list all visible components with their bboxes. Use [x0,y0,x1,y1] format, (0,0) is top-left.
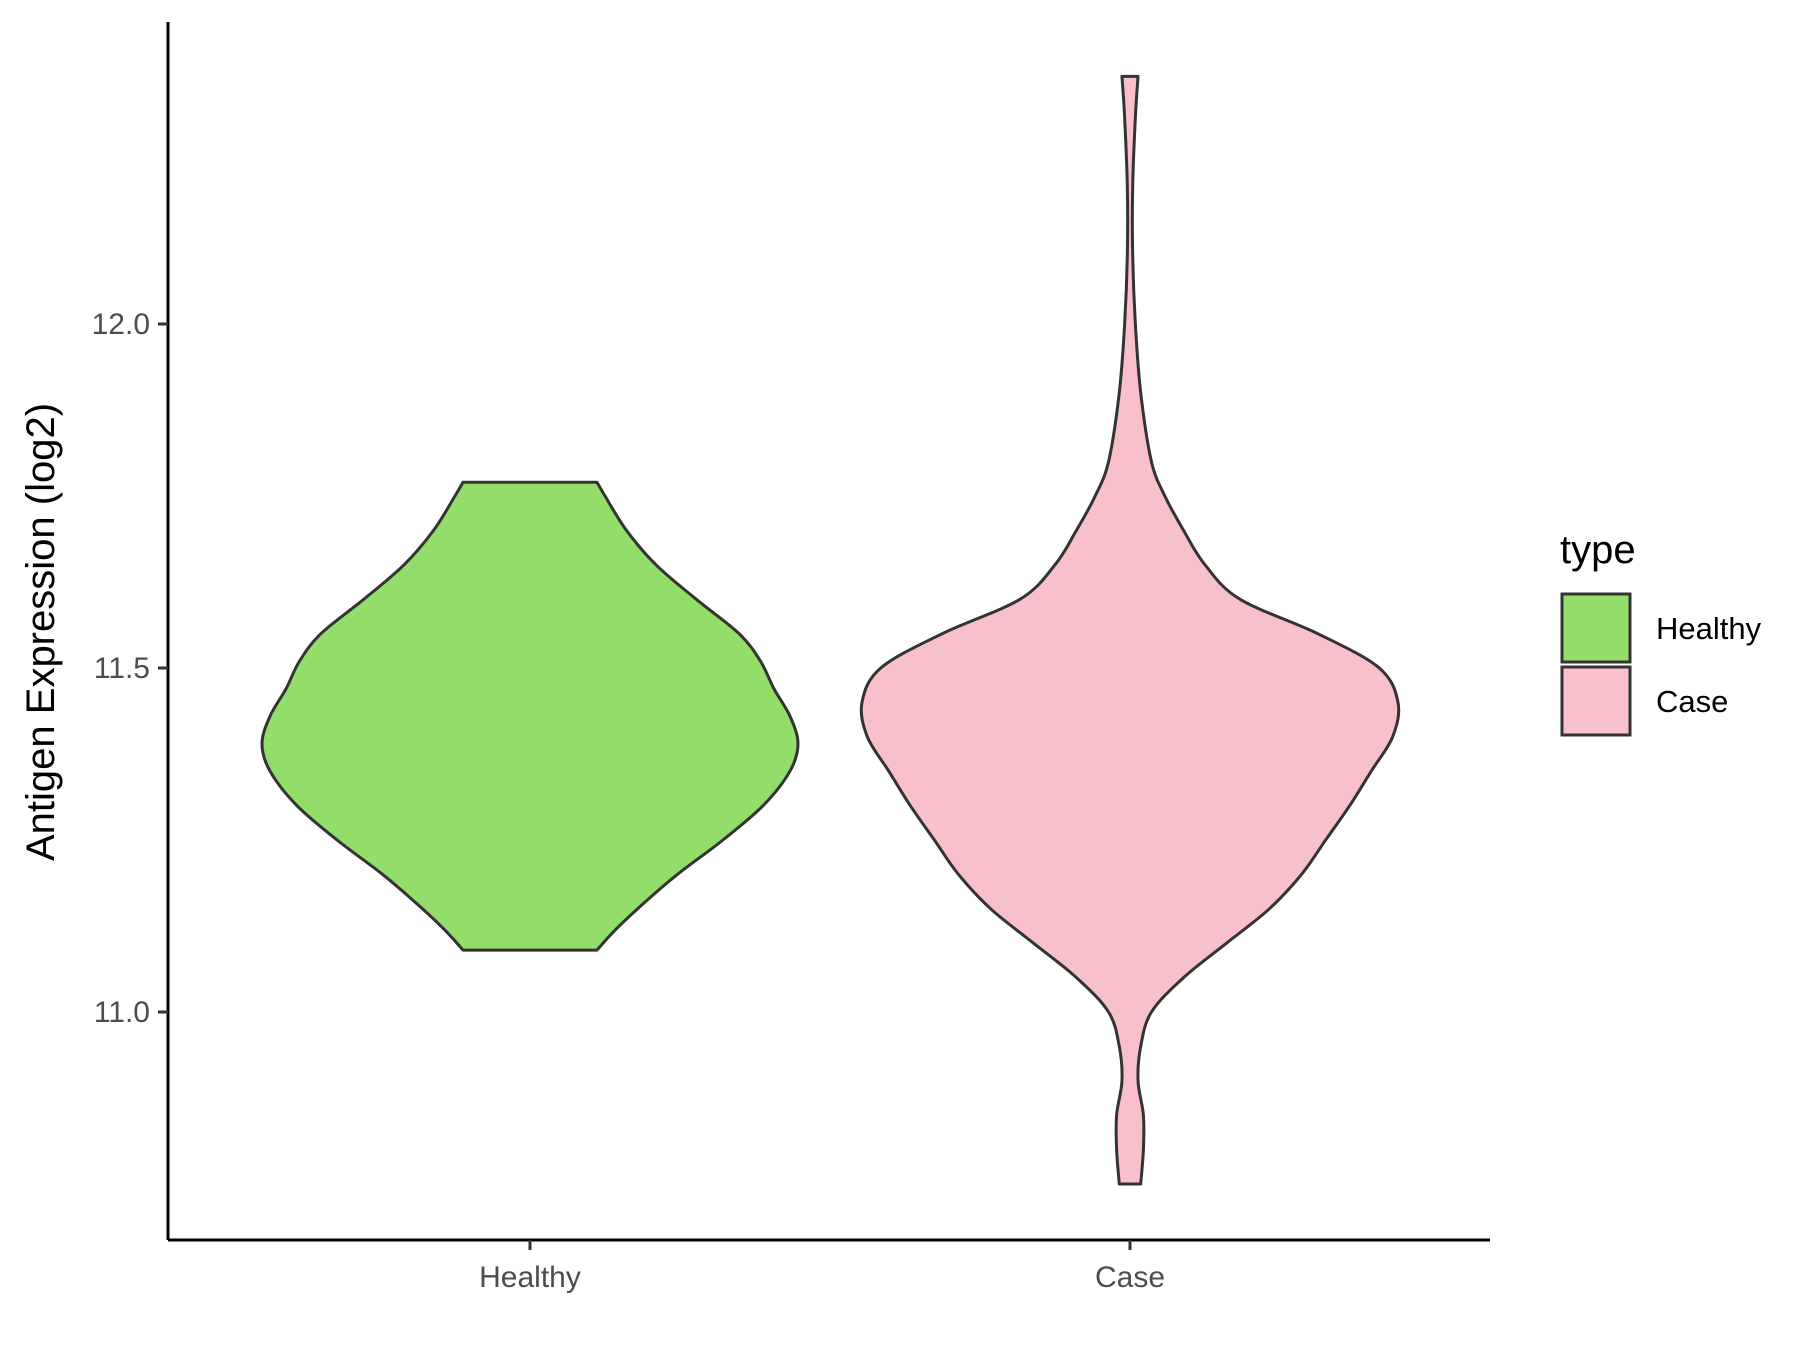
y-axis-title: Antigen Expression (log2) [19,403,63,861]
y-ticks: 11.0 11.5 12.0 [92,308,168,1029]
legend-title: type [1560,528,1636,572]
x-tick-label: Case [1095,1261,1165,1294]
legend-label-healthy: Healthy [1656,611,1762,646]
violin-layer [260,74,1401,1186]
x-ticks: Healthy Case [479,1240,1165,1294]
y-tick-label: 11.0 [94,996,150,1029]
x-tick-label: Healthy [479,1261,581,1294]
legend-key-healthy [1560,592,1632,664]
violin-healthy [260,480,800,952]
violin-case [859,74,1401,1186]
legend-key-case [1560,665,1632,737]
y-tick-label: 11.5 [94,652,150,685]
y-tick-label: 12.0 [92,308,150,341]
legend-label-case: Case [1656,684,1728,719]
legend: type Healthy Case [1560,528,1762,737]
legend-entries: Healthy Case [1560,592,1762,737]
